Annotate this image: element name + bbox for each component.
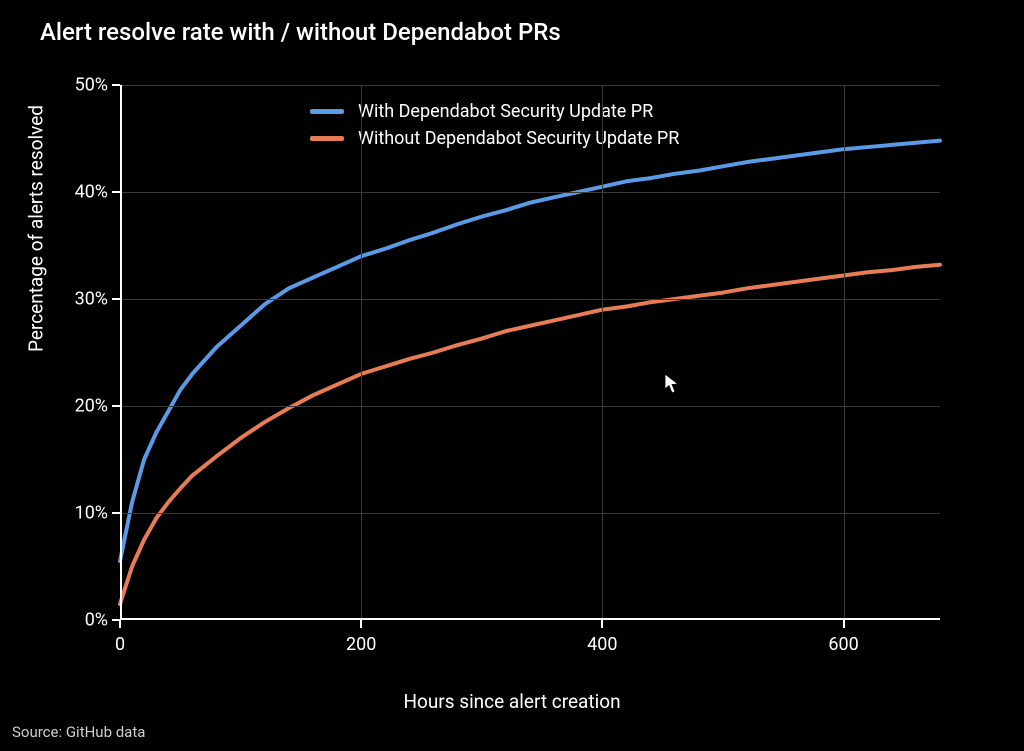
legend: With Dependabot Security Update PR Withou… <box>310 101 679 155</box>
cursor-icon <box>664 373 680 395</box>
x-tick <box>601 620 603 628</box>
y-tick <box>112 298 120 300</box>
gridline-horizontal <box>120 192 940 193</box>
legend-swatch <box>310 136 344 141</box>
legend-label: Without Dependabot Security Update PR <box>358 128 679 149</box>
gridline-vertical <box>602 85 603 620</box>
x-tick <box>360 620 362 628</box>
legend-label: With Dependabot Security Update PR <box>358 101 653 122</box>
series-line-without_pr <box>120 265 940 604</box>
x-tick <box>119 620 121 628</box>
x-axis-line <box>120 618 940 620</box>
chart-title: Alert resolve rate with / without Depend… <box>40 18 561 46</box>
x-axis-label: Hours since alert creation <box>403 690 620 713</box>
gridline-horizontal <box>120 406 940 407</box>
y-tick <box>112 191 120 193</box>
x-tick <box>843 620 845 628</box>
gridline-horizontal <box>120 299 940 300</box>
legend-item: With Dependabot Security Update PR <box>310 101 679 122</box>
y-tick <box>112 512 120 514</box>
chart-container: Alert resolve rate with / without Depend… <box>0 0 1024 751</box>
legend-item: Without Dependabot Security Update PR <box>310 128 679 149</box>
series-line-with_pr <box>120 141 940 562</box>
gridline-vertical <box>844 85 845 620</box>
y-tick <box>112 84 120 86</box>
y-tick <box>112 405 120 407</box>
legend-swatch <box>310 109 344 114</box>
y-axis-label: Percentage of alerts resolved <box>25 105 48 352</box>
gridline-vertical <box>361 85 362 620</box>
gridline-horizontal <box>120 513 940 514</box>
y-axis-line <box>120 85 122 620</box>
plot-area: With Dependabot Security Update PR Withou… <box>120 85 940 620</box>
series-layer <box>120 85 940 620</box>
gridline-horizontal <box>120 85 940 86</box>
source-text: Source: GitHub data <box>12 723 145 741</box>
